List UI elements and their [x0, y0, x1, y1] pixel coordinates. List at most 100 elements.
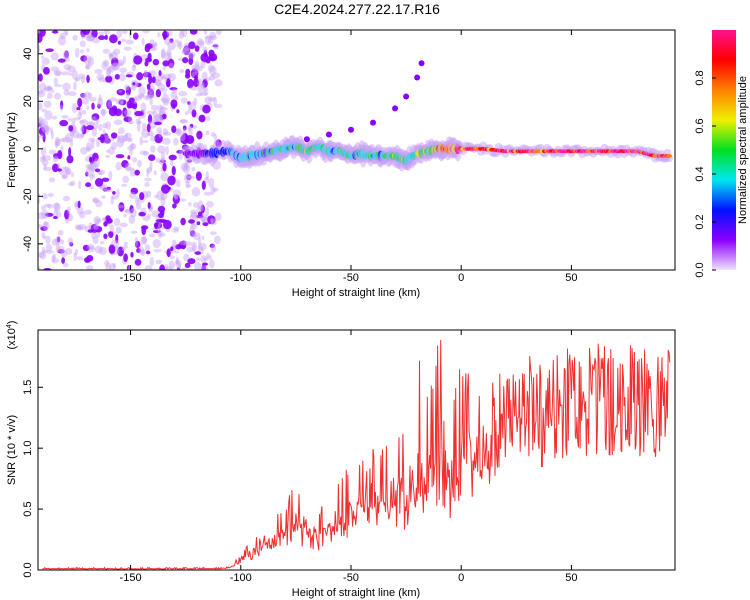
- noise-blob: [149, 145, 156, 153]
- noise-blob: [141, 225, 147, 236]
- noise-blob: [98, 31, 105, 36]
- noise-blob: [117, 127, 125, 135]
- noise-blob: [171, 88, 178, 94]
- noise-blob: [137, 120, 142, 125]
- noise-blob: [165, 266, 173, 270]
- noise-blob: [86, 258, 91, 263]
- noise-blob: [102, 187, 108, 192]
- noise-blob: [74, 117, 81, 121]
- noise-blob: [112, 62, 121, 71]
- noise-blob: [158, 131, 162, 139]
- noise-blob: [57, 58, 66, 63]
- noise-blob: [162, 99, 170, 106]
- x-tick-label: 0: [458, 272, 464, 284]
- noise-blob: [179, 132, 186, 142]
- noise-blob: [124, 209, 130, 213]
- noise-blob: [117, 59, 125, 67]
- noise-blob: [155, 259, 163, 265]
- noise-blob: [52, 253, 56, 259]
- noise-blob: [52, 202, 60, 210]
- noise-blob: [108, 170, 113, 181]
- snr-line: [42, 339, 671, 570]
- noise-blob: [191, 241, 197, 252]
- noise-blob: [84, 63, 91, 70]
- noise-blob: [50, 66, 60, 72]
- noise-blob: [38, 116, 44, 125]
- noise-blob: [191, 109, 197, 118]
- noise-blob: [195, 171, 202, 181]
- noise-blob: [41, 57, 50, 66]
- secondary-trace-blob: [418, 60, 425, 67]
- noise-blob: [75, 225, 84, 231]
- noise-blob: [45, 244, 53, 252]
- noise-blob: [157, 205, 166, 213]
- noise-blob: [41, 232, 46, 239]
- noise-blob: [52, 155, 59, 162]
- noise-blob: [108, 97, 118, 102]
- noise-blob: [145, 94, 152, 99]
- noise-blob: [190, 223, 198, 230]
- noise-blob: [194, 74, 199, 81]
- snr-marks: [42, 339, 671, 570]
- noise-blob: [187, 175, 196, 180]
- noise-blob: [202, 221, 209, 227]
- noise-blob: [186, 174, 192, 181]
- noise-blob: [146, 132, 151, 137]
- noise-blob: [150, 104, 159, 111]
- noise-blob: [142, 215, 150, 222]
- noise-blob: [85, 182, 92, 188]
- noise-blob: [125, 92, 130, 99]
- noise-blob: [131, 143, 135, 149]
- noise-blob: [208, 177, 215, 188]
- snr-multiplier-prefix: (x10: [6, 328, 18, 349]
- noise-blob: [188, 51, 194, 60]
- x-tick-label: -50: [343, 572, 359, 584]
- noise-blob: [86, 243, 95, 250]
- noise-blob: [148, 154, 156, 161]
- noise-blob: [109, 224, 115, 233]
- noise-blob: [77, 111, 82, 120]
- noise-blob: [118, 99, 127, 106]
- noise-blob: [73, 252, 77, 262]
- noise-blob: [175, 179, 181, 188]
- noise-blob: [182, 57, 189, 64]
- noise-blob: [87, 56, 95, 67]
- noise-blob: [67, 117, 72, 122]
- noise-blob: [56, 236, 61, 243]
- noise-blob: [166, 248, 171, 258]
- noise-blob: [144, 95, 151, 101]
- noise-blob: [125, 74, 133, 78]
- noise-blob: [200, 60, 206, 69]
- noise-blob: [99, 240, 105, 245]
- noise-blob: [145, 94, 154, 99]
- noise-blob: [65, 247, 73, 255]
- noise-blob: [171, 125, 177, 134]
- noise-blob: [118, 89, 122, 93]
- noise-blob: [94, 225, 103, 233]
- noise-blob: [202, 104, 211, 114]
- noise-blob: [61, 257, 66, 264]
- x-tick-label: 50: [565, 572, 577, 584]
- noise-blob: [117, 135, 121, 140]
- noise-blob: [178, 30, 185, 40]
- noise-blob: [77, 224, 87, 230]
- noise-blob: [176, 149, 184, 154]
- noise-blob: [161, 49, 166, 60]
- noise-blob: [143, 69, 148, 78]
- noise-blob: [172, 194, 180, 205]
- noise-blob: [152, 110, 158, 118]
- snr-ticks: -150 -100 -50 0 50 0.0 0.5 1.0 1.5: [22, 330, 578, 584]
- noise-blob: [85, 163, 94, 169]
- noise-blob: [187, 107, 193, 114]
- noise-blob: [56, 211, 62, 219]
- noise-blob: [192, 244, 196, 253]
- noise-blob: [121, 160, 129, 168]
- noise-blob: [39, 30, 46, 37]
- noise-blob: [60, 145, 64, 152]
- noise-blob: [198, 114, 206, 123]
- noise-blob: [128, 115, 133, 125]
- noise-blob: [140, 109, 147, 119]
- noise-blob: [41, 108, 48, 113]
- noise-blob: [80, 76, 86, 84]
- noise-blob: [123, 213, 127, 218]
